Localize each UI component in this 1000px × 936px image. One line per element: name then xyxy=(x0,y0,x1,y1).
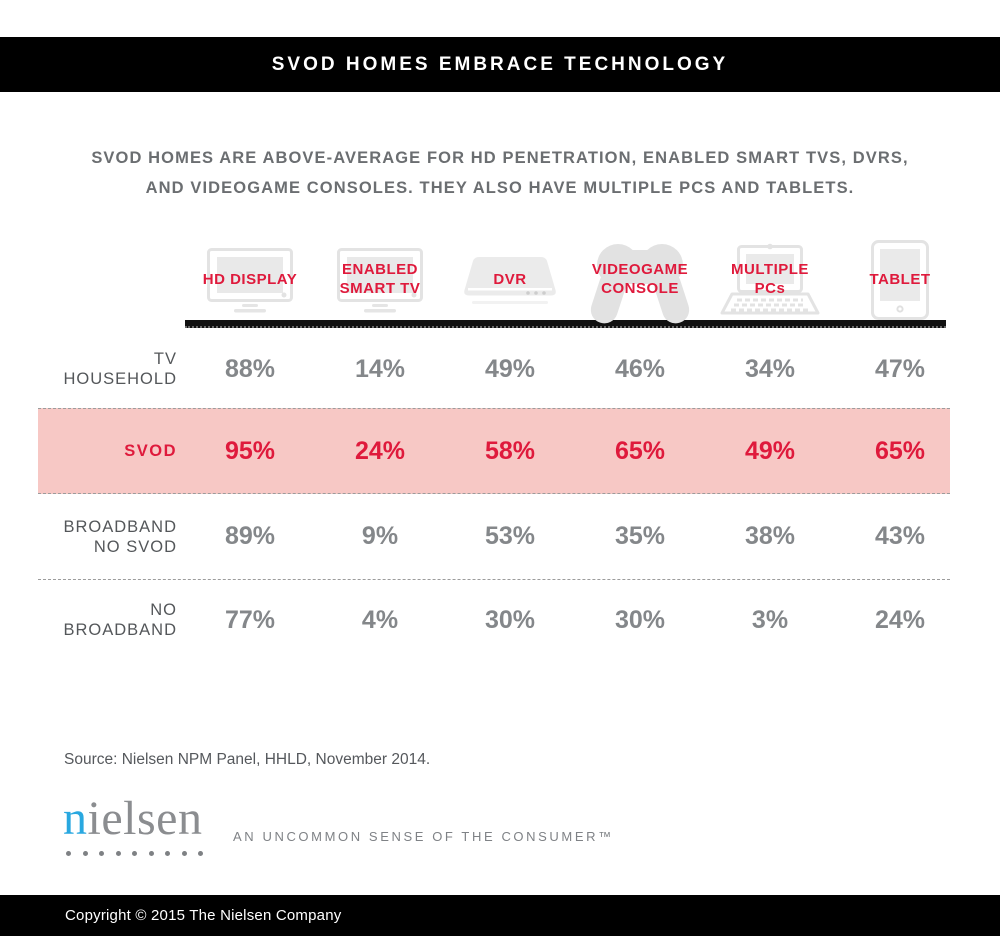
column-label: VIDEOGAME CONSOLE xyxy=(591,261,689,297)
column-header-hd-display: HD DISPLAY xyxy=(185,238,315,320)
logo-dot xyxy=(82,851,88,857)
value-cell: 89% xyxy=(224,522,276,550)
column-label: TABLET xyxy=(869,270,931,288)
nielsen-logo-text: nielsen xyxy=(63,792,203,845)
value-cell: 30% xyxy=(614,605,666,634)
column-header-videogame: VIDEOGAME CONSOLE xyxy=(575,238,705,324)
logo-dot xyxy=(198,851,203,857)
row-label: NO BROADBAND xyxy=(63,601,177,639)
data-table: TV HOUSEHOLD 88% 14% 49% 46% 34% 47% SVO… xyxy=(38,330,950,660)
dvr-box-icon xyxy=(462,255,558,307)
value-cell: 65% xyxy=(614,436,666,465)
column-label: ENABLED SMART TV xyxy=(339,261,421,297)
value-cell: 14% xyxy=(354,354,406,383)
value-cell: 30% xyxy=(484,605,536,634)
header-divider-bar xyxy=(185,320,946,328)
value-cell: 38% xyxy=(744,522,796,550)
value-cell: 47% xyxy=(874,354,926,383)
copyright-text: Copyright © 2015 The Nielsen Company xyxy=(65,907,342,924)
column-header-row: HD DISPLAY ENABLED SMART TV xyxy=(38,238,965,324)
logo-dot xyxy=(99,851,104,857)
source-note: Source: Nielsen NPM Panel, HHLD, Novembe… xyxy=(64,751,431,768)
value-cell: 9% xyxy=(361,522,399,550)
header-spacer xyxy=(38,238,185,320)
logo-tagline: AN UNCOMMON SENSE OF THE CONSUMER™ xyxy=(233,829,614,844)
value-cell: 35% xyxy=(614,522,666,550)
value-cell: 34% xyxy=(744,354,796,383)
value-cell: 65% xyxy=(874,436,926,465)
row-label: TV HOUSEHOLD xyxy=(63,350,177,388)
value-cell: 58% xyxy=(484,436,536,465)
laptop-icon xyxy=(718,241,822,319)
logo-letters-rest: ielsen xyxy=(87,792,203,845)
page-title: SVOD HOMES EMBRACE TECHNOLOGY xyxy=(271,53,729,75)
tv-display-icon xyxy=(207,248,293,313)
logo-dot xyxy=(181,851,187,857)
title-bar: SVOD HOMES EMBRACE TECHNOLOGY xyxy=(0,37,1000,92)
table-row-no-broadband: NO BROADBAND 77% 4% 30% 30% 3% 24% xyxy=(38,580,950,660)
value-cell: 49% xyxy=(744,436,796,465)
table-row-svod-highlighted: SVOD 95% 24% 58% 65% 49% 65% xyxy=(38,408,950,494)
value-cell: 4% xyxy=(361,605,399,634)
logo-dot xyxy=(115,851,121,857)
column-header-tablet: TABLET xyxy=(835,238,965,320)
game-controller-icon xyxy=(580,238,700,334)
value-cell: 24% xyxy=(354,436,406,465)
value-cell: 24% xyxy=(874,605,926,634)
column-header-multiple-pcs: MULTIPLE PCs xyxy=(705,238,835,320)
subtitle: SVOD HOMES ARE ABOVE-AVERAGE FOR HD PENE… xyxy=(91,149,909,197)
value-cell: 46% xyxy=(614,354,666,383)
smart-tv-icon xyxy=(337,248,423,313)
logo-dot xyxy=(66,851,71,857)
column-label: DVR xyxy=(493,270,527,288)
row-label: BROADBAND NO SVOD xyxy=(63,517,177,556)
logo-dot xyxy=(148,851,154,857)
value-cell: 49% xyxy=(484,354,536,383)
value-cell: 53% xyxy=(484,522,536,550)
logo-dot xyxy=(165,851,170,857)
logo-dots xyxy=(63,851,203,857)
tablet-icon xyxy=(871,240,929,320)
logo-dot xyxy=(132,851,137,857)
nielsen-logo: nielsen xyxy=(63,792,203,857)
column-header-smart-tv: ENABLED SMART TV xyxy=(315,238,445,320)
logo-letter-n: n xyxy=(63,792,88,845)
column-label: HD DISPLAY xyxy=(202,270,298,288)
table-row-broadband-no-svod: BROADBAND NO SVOD 89% 9% 53% 35% 38% 43% xyxy=(38,494,950,580)
value-cell: 77% xyxy=(224,605,276,634)
footer-bar: Copyright © 2015 The Nielsen Company xyxy=(0,895,1000,936)
value-cell: 88% xyxy=(224,354,276,383)
value-cell: 95% xyxy=(224,436,276,465)
value-cell: 3% xyxy=(751,605,789,634)
column-header-dvr: DVR xyxy=(445,238,575,320)
value-cell: 43% xyxy=(874,522,926,550)
row-label: SVOD xyxy=(124,442,177,460)
column-label: MULTIPLE PCs xyxy=(731,261,809,297)
table-row-tv-household: TV HOUSEHOLD 88% 14% 49% 46% 34% 47% xyxy=(38,330,950,408)
